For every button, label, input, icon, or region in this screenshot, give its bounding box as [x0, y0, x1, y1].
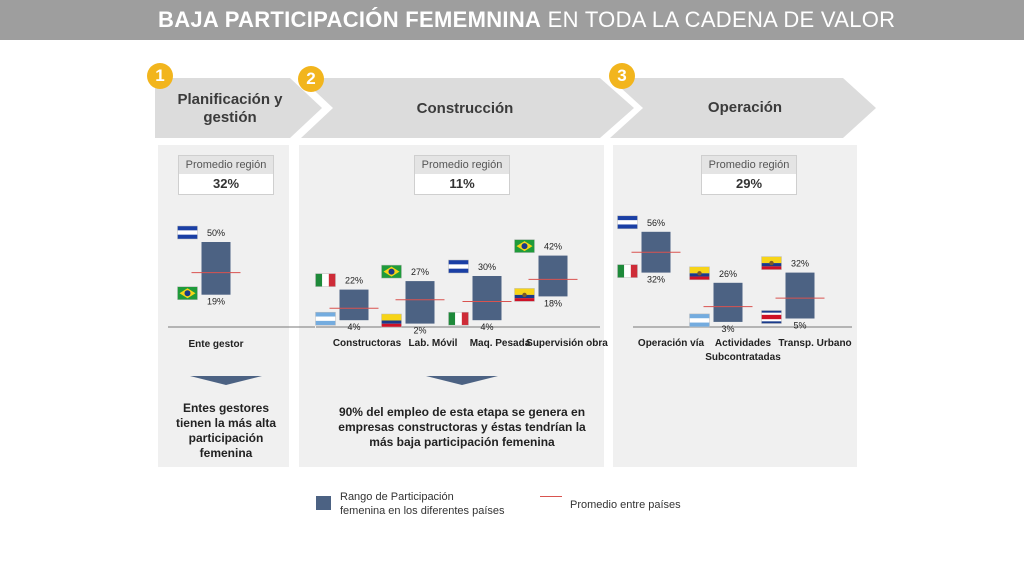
stage-chevrons	[155, 78, 876, 138]
high-label-5: 56%	[647, 218, 665, 228]
low-label-5: 32%	[647, 275, 665, 285]
category-label-lab-movil: Lab. Móvil	[408, 338, 458, 349]
category-label-operacion-via: Operación vía	[637, 338, 705, 349]
flag-low-argentina-flag-6	[689, 313, 710, 328]
high-label-3: 30%	[478, 262, 496, 272]
stage-3-badge: 3	[609, 63, 635, 89]
category-label-actividades-subcontratadas: Actividades Subcontratadas	[705, 338, 781, 363]
high-label-2: 27%	[411, 267, 429, 277]
flag-low-mexico-flag-5	[617, 264, 638, 278]
avg-box-planificacion: Promedio región 32%	[178, 155, 274, 195]
range-bar-2	[405, 281, 435, 324]
category-label-constructoras: Constructoras	[332, 338, 402, 349]
down-arrows	[190, 376, 498, 385]
range-bar-7	[785, 272, 815, 319]
flag-low-ecuador-flag-4	[514, 288, 535, 302]
stage-1-badge: 1	[147, 63, 173, 89]
range-bar-6	[713, 282, 743, 322]
stage-2-chevron	[301, 78, 634, 138]
flag-high-mexico-flag-1	[315, 273, 336, 287]
low-label-2: 2%	[413, 326, 426, 336]
range-bar-1	[339, 289, 369, 321]
low-label-3: 4%	[480, 322, 493, 332]
caption-panel2: 90% del empleo de esta etapa se genera e…	[338, 405, 586, 449]
flag-high-honduras-flag-0	[177, 225, 198, 240]
category-label-supervision-obra: Supervisión obra	[526, 338, 608, 349]
avg-value: 11%	[449, 176, 475, 191]
page-title: BAJA PARTICIPACIÓN FEMEMNINA EN TODA LA …	[158, 7, 896, 32]
range-bar-0	[201, 242, 231, 295]
high-label-7: 32%	[791, 259, 809, 269]
flag-high-honduras-flag-5	[617, 215, 638, 230]
flag-low-mexico-flag-3	[448, 311, 469, 326]
category-label-ente-gestor: Ente gestor	[188, 339, 244, 350]
flag-low-brazil-flag-0	[177, 286, 198, 300]
avg-label: Promedio región	[415, 156, 509, 174]
title-bar: BAJA PARTICIPACIÓN FEMEMNINA EN TODA LA …	[0, 0, 1024, 40]
range-bar-3	[472, 276, 502, 321]
legend-range-swatch	[316, 496, 331, 510]
stage-3-chevron	[610, 78, 876, 138]
category-label-maq-pesada: Maq. Pesada	[469, 338, 531, 349]
low-label-7: 5%	[793, 321, 806, 331]
flag-low-costa-rica-flag-7	[761, 310, 782, 324]
legend-range-label: Rango de Participación femenina en los d…	[340, 491, 505, 517]
flag-high-ecuador-flag-7	[761, 256, 782, 270]
legend-avg-swatch	[540, 496, 562, 497]
legend-avg-label: Promedio entre países	[570, 499, 681, 511]
low-label-0: 19%	[207, 297, 225, 307]
avg-value: 29%	[735, 176, 763, 191]
stage-2-badge: 2	[298, 66, 324, 92]
high-label-4: 42%	[544, 242, 562, 252]
avg-box-construccion: Promedio región 11%	[414, 155, 510, 195]
high-label-6: 26%	[719, 269, 737, 279]
flag-high-brazil-flag-4	[514, 239, 535, 253]
avg-label: Promedio región	[179, 156, 273, 174]
low-label-1: 4%	[347, 322, 360, 332]
down-arrow-panel2	[426, 376, 498, 385]
stage-1-chevron	[155, 78, 322, 138]
low-label-6: 3%	[721, 324, 734, 334]
flag-low-colombia-flag-2	[381, 313, 402, 328]
high-label-0: 50%	[207, 228, 225, 238]
caption-panel1: Entes gestores tienen la más alta partic…	[175, 401, 277, 460]
flag-low-argentina-flag-1	[315, 311, 336, 326]
category-label-transp-urbano: Transp. Urbano	[778, 338, 852, 349]
avg-value: 32%	[212, 176, 240, 191]
range-bar-4	[538, 255, 568, 297]
high-label-1: 22%	[345, 276, 363, 286]
avg-label: Promedio región	[702, 156, 796, 174]
stage-2-label: Construcción	[416, 100, 514, 117]
panel-planificacion	[158, 145, 289, 467]
stage-3-label: Operación	[707, 99, 783, 116]
flag-high-ecuador-flag-6	[689, 266, 710, 281]
flag-high-honduras-flag-3	[448, 259, 469, 274]
down-arrow-panel1	[190, 376, 262, 385]
low-label-4: 18%	[544, 298, 562, 308]
stage-1-label: Planificación y gestión	[177, 91, 283, 126]
flag-high-brazil-flag-2	[381, 264, 402, 279]
avg-box-operacion: Promedio región 29%	[701, 155, 797, 195]
